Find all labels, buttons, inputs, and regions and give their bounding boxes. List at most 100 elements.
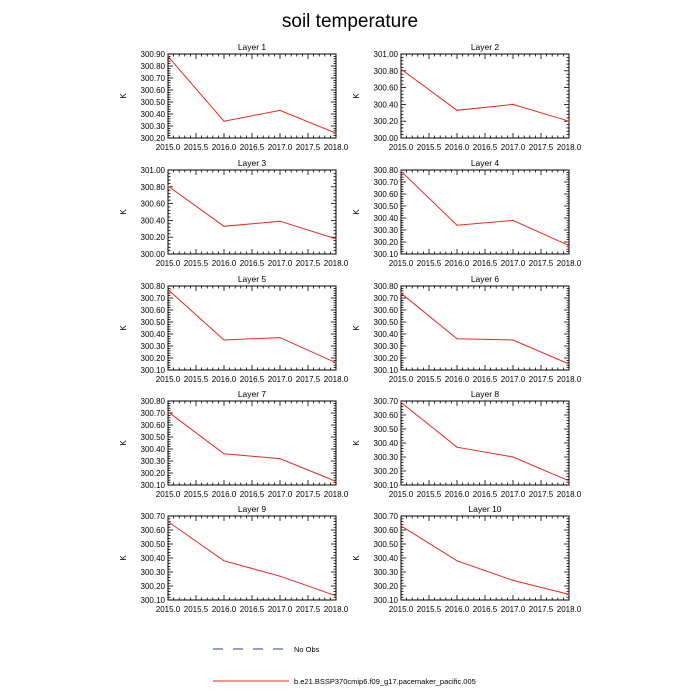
y-tick-label: 300.20 [141,233,166,242]
y-axis-label: K [352,440,361,446]
x-tick-label: 2017.5 [529,605,554,614]
y-tick-label: 300.20 [141,354,166,363]
panel-title: Layer 6 [471,274,500,284]
data-point [512,339,514,341]
panel-title: Layer 10 [468,504,501,514]
y-tick-label: 300.20 [141,134,166,143]
y-tick-label: 300.70 [374,512,399,521]
series-line [400,292,570,365]
x-tick-label: 2015.0 [156,605,181,614]
x-tick-label: 2017.0 [501,605,526,614]
data-point [167,185,169,187]
data-point [223,225,225,227]
y-tick-label: 300.00 [141,250,166,259]
y-tick-label: 300.50 [374,425,399,434]
data-point [223,120,225,122]
x-tick-label: 2018.0 [324,605,349,614]
x-tick-label: 2017.0 [268,605,293,614]
x-tick-label: 2015.0 [156,490,181,499]
y-tick-label: 300.50 [141,433,166,442]
y-tick-label: 301.00 [141,166,166,175]
data-point [279,458,281,460]
x-tick-label: 2015.0 [389,259,414,268]
x-tick-label: 2018.0 [324,259,349,268]
x-tick-label: 2015.5 [184,605,209,614]
y-tick-label: 300.90 [141,50,166,59]
panel-title: Layer 5 [238,274,267,284]
panel-title: Layer 7 [238,389,267,399]
data-point [512,219,514,221]
plot-frame [167,53,337,139]
x-tick-label: 2016.5 [240,605,265,614]
x-tick-label: 2016.5 [473,143,498,152]
y-tick-label: 300.60 [141,421,166,430]
x-tick-label: 2018.0 [324,375,349,384]
y-tick-label: 300.10 [141,596,166,605]
y-tick-label: 300.30 [374,226,399,235]
series-line [167,185,337,240]
x-tick-label: 2016.5 [473,375,498,384]
y-tick-label: 300.80 [374,282,399,291]
y-tick-label: 300.40 [141,554,166,563]
x-tick-label: 2016.5 [240,259,265,268]
x-tick-label: 2015.0 [389,490,414,499]
x-tick-label: 2017.0 [268,375,293,384]
data-point [456,446,458,448]
y-tick-label: 300.50 [141,540,166,549]
data-point [400,525,402,527]
y-tick-label: 300.30 [141,342,166,351]
y-tick-label: 300.20 [374,117,399,126]
legend-run-label: b.e21.BSSP370cmip6.f09_g17.pacemaker_pac… [294,677,476,686]
series-line [400,402,570,482]
data-point [279,220,281,222]
y-tick-label: 300.10 [374,481,399,490]
y-tick-label: 300.40 [141,445,166,454]
series-line [400,525,570,595]
y-tick-label: 300.30 [141,568,166,577]
y-axis-label: K [352,209,361,215]
x-tick-label: 2015.5 [417,259,442,268]
y-tick-label: 300.20 [141,582,166,591]
y-tick-label: 300.70 [374,294,399,303]
y-tick-label: 300.50 [374,318,399,327]
series-line [167,521,337,597]
y-tick-label: 300.30 [374,453,399,462]
y-tick-label: 300.60 [374,306,399,315]
x-tick-label: 2015.5 [184,375,209,384]
y-tick-label: 300.60 [141,86,166,95]
data-point [512,103,514,105]
data-point [279,575,281,577]
x-tick-label: 2017.0 [268,259,293,268]
y-tick-label: 300.20 [374,582,399,591]
x-tick-label: 2016.5 [240,143,265,152]
x-tick-label: 2016.5 [240,375,265,384]
y-tick-label: 300.30 [141,122,166,131]
y-tick-label: 300.70 [141,74,166,83]
data-point [456,560,458,562]
legend-no-obs-label: No Obs [294,645,320,654]
series-line [400,170,570,247]
data-point [335,480,337,482]
x-tick-label: 2015.5 [417,490,442,499]
x-tick-label: 2015.5 [184,143,209,152]
data-point [568,363,570,365]
x-tick-label: 2017.5 [529,490,554,499]
panel-title: Layer 4 [471,158,500,168]
x-tick-label: 2015.0 [156,143,181,152]
data-point [512,456,514,458]
plot-frame [400,400,570,486]
y-tick-label: 300.30 [374,342,399,351]
panel-title: Layer 9 [238,504,267,514]
data-point [512,579,514,582]
x-tick-label: 2018.0 [557,375,582,384]
y-tick-label: 300.40 [374,554,399,563]
data-point [400,170,402,172]
x-tick-label: 2015.5 [417,605,442,614]
x-tick-label: 2017.5 [296,605,321,614]
